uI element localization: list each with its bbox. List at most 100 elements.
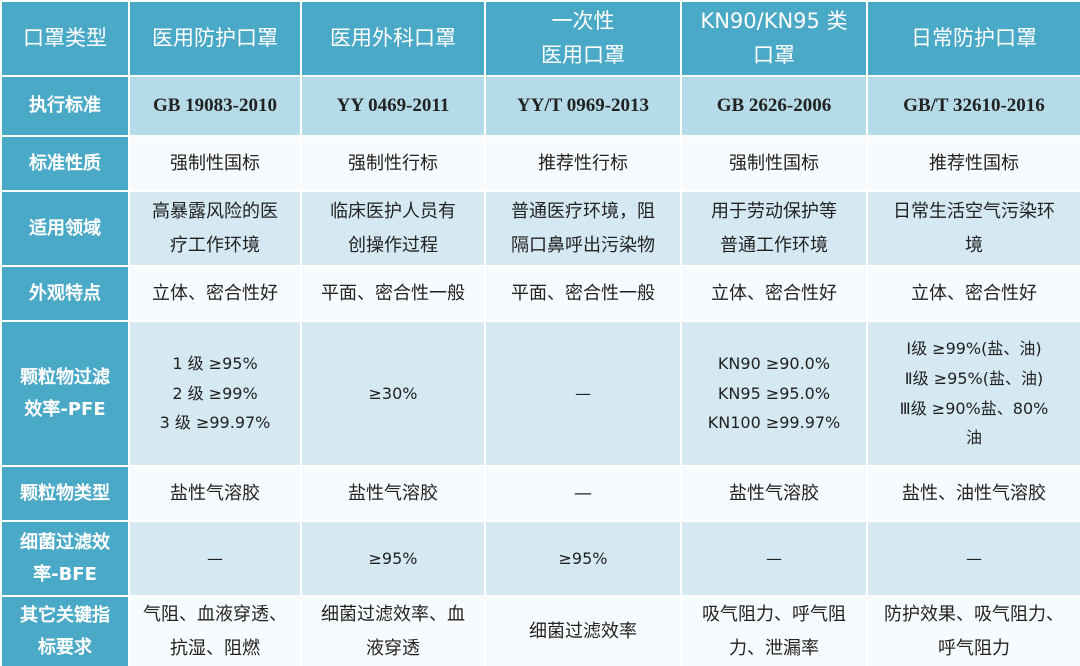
table-cell: 盐性、油性气溶胶 [866,465,1080,522]
cell-line: YY 0469-2011 [336,95,450,117]
table-row: 颗粒物类型 盐性气溶胶 盐性气溶胶 — 盐性气溶胶 盐性、油性气溶胶 [0,465,1080,522]
table-cell: — [866,520,1080,597]
row-label: 执行标准 [0,75,130,137]
table-cell: — [680,520,868,597]
table-cell: — [484,320,682,467]
cell-line: 吸气阻力、呼气阻 [702,604,846,626]
header-cell: 日常防护口罩 [866,0,1080,77]
cell-line: 细菌过滤效率 [529,620,637,642]
cell-line: 盐性气溶胶 [170,482,260,504]
cell-line: 疗工作环境 [170,234,260,256]
cell-line: 隔口鼻呼出污染物 [511,234,655,256]
cell-line: 颗粒物类型 [20,482,110,504]
cell-line: 细菌过滤效 [20,532,110,553]
table-cell: 强制性国标 [680,135,868,192]
table-cell: 细菌过滤效率 [484,595,682,666]
table-cell: 用于劳动保护等 普通工作环境 [680,190,868,267]
cell-line: 医用外科口罩 [330,25,456,50]
cell-line: KN90 ≥90.0% [717,354,831,374]
cell-line: 一次性 [551,8,615,33]
cell-line: — [207,548,223,568]
table-cell: 盐性气溶胶 [300,465,486,522]
cell-line: KN95 ≥95.0% [717,383,831,403]
table-row: 标准性质 强制性国标 强制性行标 推荐性行标 强制性国标 推荐性国标 [0,135,1080,192]
table-cell: ≥95% [484,520,682,597]
table-cell: ≥30% [300,320,486,467]
cell-line: — [966,548,982,568]
cell-line: KN90/KN95 类 [700,8,848,33]
table-cell: Ⅰ级 ≥99%(盐、油) Ⅱ级 ≥95%(盐、油) Ⅲ级 ≥90%盐、80% 油 [866,320,1080,467]
cell-line: 平面、密合性一般 [511,282,655,304]
cell-line: 医用口罩 [541,42,625,67]
cell-line: 医用防护口罩 [152,25,278,50]
row-label: 标准性质 [0,135,130,192]
cell-line: 气阻、血液穿透、 [143,604,287,626]
table-cell: 推荐性行标 [484,135,682,192]
table-cell: KN90 ≥90.0% KN95 ≥95.0% KN100 ≥99.97% [680,320,868,467]
cell-line: 普通医疗环境，阻 [511,201,655,223]
header-row: 口罩类型 医用防护口罩 医用外科口罩 一次性医用口罩 KN90/KN95 类口罩 日常防护… [0,0,1080,77]
table-row: 颗粒物过滤 效率-PFE 1 级 ≥95% 2 级 ≥99% 3 级 ≥99.97% ≥3… [0,320,1080,467]
table-cell: GB/T 32610-2016 [866,75,1080,137]
cell-line: 液穿透 [366,637,420,659]
cell-line: 盐性、油性气溶胶 [902,482,1046,504]
cell-line: GB/T 32610-2016 [903,95,1045,117]
cell-line: Ⅲ级 ≥90%盐、80% [899,398,1049,418]
cell-line: 呼气阻力 [938,637,1010,659]
table-cell: — [128,520,302,597]
cell-line: — [575,383,591,403]
table-cell: 平面、密合性一般 [484,265,682,322]
cell-line: 外观特点 [29,282,101,304]
table-cell: 防护效果、吸气阻力、 呼气阻力 [866,595,1080,666]
cell-line: 强制性国标 [729,152,819,174]
table-cell: 盐性气溶胶 [128,465,302,522]
row-label: 其它关键指 标要求 [0,595,130,666]
cell-line: Ⅰ级 ≥99%(盐、油) [906,339,1042,359]
cell-line: — [766,548,782,568]
cell-line: 立体、密合性好 [152,282,278,304]
cell-line: 立体、密合性好 [711,282,837,304]
cell-line: 平面、密合性一般 [321,282,465,304]
cell-line: 1 级 ≥95% [172,354,258,374]
cell-line: 口罩类型 [23,25,107,50]
table-cell: GB 2626-2006 [680,75,868,137]
cell-line: 颗粒物过滤 [20,367,110,388]
cell-line: YY/T 0969-2013 [516,95,650,117]
cell-line: GB 19083-2010 [152,95,278,117]
row-label: 颗粒物过滤 效率-PFE [0,320,130,467]
header-cell: 医用外科口罩 [300,0,486,77]
table-cell: 立体、密合性好 [866,265,1080,322]
cell-line: 强制性国标 [170,152,260,174]
cell-line: 日常生活空气污染环 [893,201,1055,223]
table-cell: 盐性气溶胶 [680,465,868,522]
table-cell: 高暴露风险的医 疗工作环境 [128,190,302,267]
table-cell: 气阻、血液穿透、 抗湿、阻燃 [128,595,302,666]
header-cell: 一次性 医用口罩 [484,0,682,77]
cell-line: 油 [965,428,982,448]
table-cell: YY 0469-2011 [300,75,486,137]
cell-line: 立体、密合性好 [911,282,1037,304]
table-cell: 立体、密合性好 [680,265,868,322]
header-cell: 口罩类型 [0,0,130,77]
table-row: 执行标准 GB 19083-2010 YY 0469-2011 YY/T 0969-2… [0,75,1080,137]
cell-line: 境 [965,234,983,256]
cell-line: 其它关键指 [20,605,110,626]
cell-line: 2 级 ≥99% [172,383,258,403]
cell-line: 推荐性国标 [929,152,1019,174]
cell-line: 标准性质 [29,152,101,174]
table-cell: 吸气阻力、呼气阻 力、泄漏率 [680,595,868,666]
row-label: 颗粒物类型 [0,465,130,522]
cell-line: 力、泄漏率 [729,637,819,659]
table-row: 适用领域 高暴露风险的医 疗工作环境 临床医护人员有 创操作过程 普通医疗环境，阻 隔口鼻呼… [0,190,1080,267]
table-cell: 细菌过滤效率、血 液穿透 [300,595,486,666]
cell-line: ≥95% [368,548,418,568]
cell-line: 强制性行标 [348,152,438,174]
cell-line: KN100 ≥99.97% [707,413,841,433]
cell-line: Ⅱ级 ≥95%(盐、油) [904,368,1044,388]
cell-line: 标要求 [38,636,92,658]
cell-line: 口罩 [753,42,795,67]
table-cell: 平面、密合性一般 [300,265,486,322]
table-cell: 普通医疗环境，阻 隔口鼻呼出污染物 [484,190,682,267]
